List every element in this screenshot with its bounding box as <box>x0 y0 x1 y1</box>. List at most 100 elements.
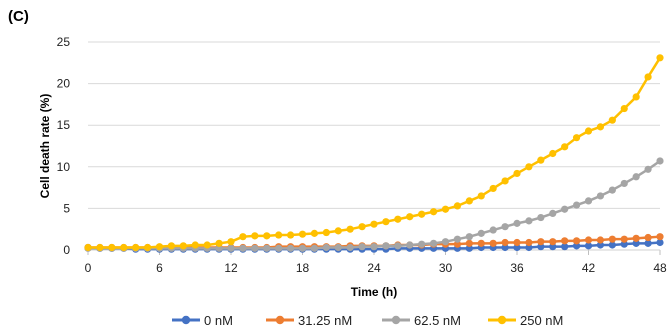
data-point <box>334 243 342 252</box>
data-point <box>561 143 569 151</box>
data-point <box>227 238 235 246</box>
data-point <box>310 244 319 252</box>
legend-label: 31.25 nM <box>298 313 352 328</box>
data-point <box>286 231 295 239</box>
data-point <box>513 169 521 178</box>
x-axis-title: Time (h) <box>351 285 397 299</box>
data-point <box>537 213 545 222</box>
data-point <box>632 239 640 247</box>
data-point <box>251 232 259 240</box>
data-point <box>298 230 307 238</box>
data-point <box>620 235 628 243</box>
data-point <box>596 123 605 131</box>
data-point <box>632 234 640 242</box>
data-point <box>608 235 616 243</box>
data-point <box>644 239 652 247</box>
data-point <box>286 244 295 252</box>
data-point <box>549 209 557 217</box>
data-point <box>489 226 497 234</box>
data-point <box>382 242 390 250</box>
y-axis-title: Cell death rate (%) <box>38 94 52 199</box>
data-point <box>275 231 283 239</box>
panel-label: (C) <box>8 8 29 25</box>
legend: 0 nM 31.25 nM 62.5 nM 250 nM <box>172 313 563 328</box>
y-tick-label: 0 <box>63 243 70 257</box>
data-point <box>96 243 104 252</box>
data-point <box>453 235 462 243</box>
data-point <box>382 218 390 226</box>
data-point <box>513 219 521 227</box>
data-point <box>239 244 247 252</box>
data-point <box>513 238 521 247</box>
data-point <box>561 237 569 245</box>
data-point <box>549 238 557 246</box>
data-point <box>584 197 593 205</box>
data-point <box>203 241 211 249</box>
x-axis-ticks: 0 6 12 18 24 30 36 42 48 <box>85 250 667 275</box>
data-point <box>644 73 652 81</box>
data-point <box>608 241 616 249</box>
legend-swatch-marker <box>391 315 401 325</box>
legend-swatch-marker <box>497 315 507 325</box>
data-point <box>358 243 366 251</box>
legend-label: 250 nM <box>520 313 563 328</box>
data-point <box>298 244 307 252</box>
data-point <box>155 243 164 251</box>
data-point <box>620 240 628 248</box>
data-point <box>572 134 581 142</box>
x-tick-label: 18 <box>296 261 310 275</box>
data-point <box>346 225 354 233</box>
data-point <box>656 157 664 165</box>
legend-label: 62.5 nM <box>414 313 461 328</box>
data-point <box>584 236 593 244</box>
data-point <box>358 223 366 231</box>
data-point <box>537 156 545 164</box>
data-point <box>501 177 509 185</box>
data-point <box>322 228 330 237</box>
data-point <box>406 213 414 221</box>
data-point <box>84 243 92 252</box>
series-line <box>88 57 662 249</box>
data-point <box>191 241 199 249</box>
x-tick-label: 30 <box>439 261 453 275</box>
data-point <box>596 236 605 244</box>
data-point <box>370 243 378 251</box>
data-point <box>584 127 593 135</box>
data-point <box>263 232 271 240</box>
data-point <box>477 192 485 200</box>
gridlines <box>88 41 660 209</box>
y-tick-label: 20 <box>57 77 71 91</box>
y-axis-ticks: 0 5 10 15 20 25 <box>57 35 71 257</box>
data-point <box>608 186 616 194</box>
data-point <box>215 244 223 252</box>
data-point <box>608 116 616 124</box>
data-point <box>441 238 450 246</box>
data-point <box>501 238 509 247</box>
legend-item: 31.25 nM <box>266 313 352 328</box>
data-point <box>429 208 438 216</box>
data-point <box>525 243 533 252</box>
data-point <box>656 238 664 247</box>
data-point <box>346 243 354 252</box>
data-point <box>525 238 533 247</box>
data-point <box>143 243 152 252</box>
data-point <box>465 197 473 205</box>
data-point <box>656 54 664 62</box>
data-point <box>120 243 128 252</box>
data-point <box>477 229 485 237</box>
data-point <box>275 244 283 252</box>
series-4 <box>84 54 664 252</box>
data-point <box>561 205 569 213</box>
data-point <box>644 165 652 173</box>
data-point <box>334 227 342 235</box>
data-point <box>620 104 628 113</box>
data-point <box>322 243 330 252</box>
data-point <box>418 210 426 218</box>
data-point <box>215 239 223 247</box>
x-tick-label: 6 <box>156 261 163 275</box>
legend-item: 62.5 nM <box>382 313 461 328</box>
data-point <box>132 243 140 252</box>
data-point <box>656 233 664 241</box>
data-point <box>263 244 271 252</box>
x-tick-label: 48 <box>653 261 667 275</box>
